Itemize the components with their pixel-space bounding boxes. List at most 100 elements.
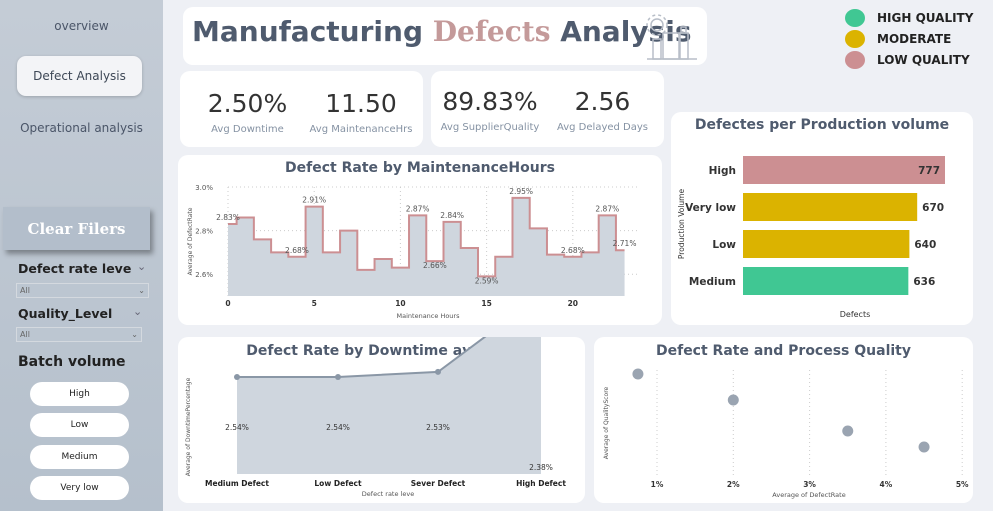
data-label: 2.87% — [595, 204, 619, 213]
kpi-value-supplier-quality: 89.83% — [442, 87, 538, 116]
legend-label: HIGH QUALITY — [877, 11, 974, 25]
legend-label: MODERATE — [877, 32, 952, 46]
quality-legend: HIGH QUALITY MODERATE LOW QUALITY — [845, 9, 973, 72]
category-label: High — [709, 165, 736, 177]
data-label: 2.53% — [426, 423, 450, 432]
series-line — [237, 337, 487, 378]
data-label: 777 — [918, 165, 940, 177]
production-volume-card: Defectes per Production volume High 777 Ve… — [671, 112, 973, 325]
data-point — [918, 441, 930, 453]
data-label: 2.38% — [529, 463, 553, 472]
data-label: 2.83% — [216, 213, 240, 222]
sidebar: overview Defect Analysis Operational ana… — [0, 0, 163, 511]
process-quality-card: Defect Rate and Process Quality 1% 2% 3% 4%… — [594, 337, 973, 503]
x-tick-label: 1% — [651, 480, 664, 489]
batch-option-medium[interactable]: Medium — [30, 445, 129, 469]
chevron-down-icon[interactable]: ⌄ — [133, 305, 143, 318]
x-tick-label: 2% — [727, 480, 740, 489]
data-point — [727, 394, 739, 406]
data-point — [632, 368, 644, 380]
category-label: Sever Defect — [411, 479, 466, 488]
batch-option-low[interactable]: Low — [30, 413, 129, 437]
x-tick-label: 0 — [225, 299, 230, 308]
chevron-down-icon[interactable]: ⌄ — [137, 260, 147, 273]
batch-volume-label: Batch volume — [18, 354, 126, 370]
legend-label: LOW QUALITY — [877, 53, 970, 67]
step-line — [228, 196, 625, 278]
quality-level-dropdown[interactable]: All ⌄ — [16, 327, 142, 342]
nav-operational-analysis[interactable]: Operational analysis — [20, 121, 143, 135]
bar — [743, 230, 910, 258]
data-label: 2.59% — [475, 276, 499, 285]
legend-swatch — [845, 30, 865, 48]
x-axis-title: Defect rate leve — [362, 490, 414, 498]
data-label: 2.66% — [423, 261, 447, 270]
title-text: Manufacturing — [192, 15, 433, 48]
y-tick-label: 3.0% — [195, 184, 213, 192]
page-title: Manufacturing Defects Analysis — [192, 15, 691, 48]
legend-swatch — [845, 51, 865, 69]
x-tick-label: 5% — [956, 480, 969, 489]
bar — [743, 267, 909, 295]
category-label: High Defect — [516, 479, 566, 488]
nav-defect-analysis[interactable]: Defect Analysis — [17, 56, 142, 96]
area-fill — [228, 197, 625, 296]
dropdown-value: All — [20, 330, 30, 339]
kpi-label-delayed-days: Avg Delayed Days — [556, 122, 648, 133]
kpi-label-supplier-quality: Avg SupplierQuality — [440, 122, 540, 133]
data-label: 2.54% — [326, 423, 350, 432]
data-label: 670 — [922, 202, 944, 214]
kpi-card-2: 89.83% Avg SupplierQuality 2.56 Avg Dela… — [431, 71, 664, 147]
data-label: 2.68% — [561, 246, 585, 255]
quality-scatter-chart: 1% 2% 3% 4% 5% Average of DefectRate Average o… — [603, 368, 969, 499]
x-axis-title: Defects — [840, 310, 871, 319]
kpi-label-downtime: Avg Downtime — [211, 124, 284, 135]
data-label: 2.84% — [440, 211, 464, 220]
x-tick-label: 5 — [312, 299, 317, 308]
category-label: Medium Defect — [205, 479, 269, 488]
title-highlight: Defects — [432, 15, 551, 48]
data-label: 2.71% — [613, 239, 637, 248]
y-axis-title: Production Volume — [677, 189, 686, 260]
bar — [743, 156, 945, 184]
data-point — [435, 368, 441, 375]
maintenance-step-chart: 2.6% 2.8% 3.0% 0 5 10 15 20 2.83% 2.68% 2.91% 2.87%… — [187, 184, 638, 320]
filter-label-quality-level: Quality_Level — [18, 306, 113, 321]
data-label: 2.68% — [285, 246, 309, 255]
chart-title: Defectes per Production volume — [694, 117, 950, 133]
data-label: 2.95% — [509, 187, 533, 196]
category-label: Very low — [685, 202, 736, 214]
legend-item: HIGH QUALITY — [845, 9, 973, 27]
data-label: 636 — [913, 276, 935, 288]
category-label: Medium — [689, 276, 736, 288]
title-card: Manufacturing Defects Analysis — [183, 7, 707, 65]
x-tick-label: 20 — [568, 299, 578, 308]
data-point — [842, 425, 854, 437]
legend-item: LOW QUALITY — [845, 51, 973, 69]
dropdown-value: All — [20, 286, 30, 295]
defect-rate-dropdown[interactable]: All ⌄ — [16, 283, 149, 298]
x-tick-label: 4% — [880, 480, 893, 489]
x-tick-label: 15 — [481, 299, 491, 308]
category-label: Low Defect — [314, 479, 362, 488]
chart-title: Defect Rate by Downtime average — [246, 343, 517, 359]
legend-swatch — [845, 9, 865, 27]
clear-filters-button[interactable]: Clear Filers — [3, 207, 150, 250]
data-point — [234, 374, 240, 380]
title-text: Analysis — [550, 15, 692, 48]
downtime-chart-card: Defect Rate by Downtime average 2.54% Med… — [178, 337, 585, 503]
batch-option-very-low[interactable]: Very low — [30, 476, 129, 500]
kpi-value-maintenance: 11.50 — [325, 89, 397, 118]
factory-gear-icon — [646, 14, 697, 60]
data-label: 2.91% — [302, 196, 326, 205]
data-label: 2.54% — [225, 423, 249, 432]
chart-title: Defect Rate and Process Quality — [655, 343, 911, 359]
x-tick-label: 10 — [395, 299, 405, 308]
nav-overview[interactable]: overview — [54, 19, 109, 33]
chart-title: Defect Rate by MaintenanceHours — [285, 160, 555, 176]
kpi-value-delayed-days: 2.56 — [574, 87, 631, 116]
y-axis-title: Average of DowntimePercentage — [185, 377, 192, 476]
batch-option-high[interactable]: High — [30, 382, 129, 406]
chevron-down-icon: ⌄ — [131, 330, 138, 339]
y-axis-title: Average of QualityScore — [603, 386, 610, 459]
